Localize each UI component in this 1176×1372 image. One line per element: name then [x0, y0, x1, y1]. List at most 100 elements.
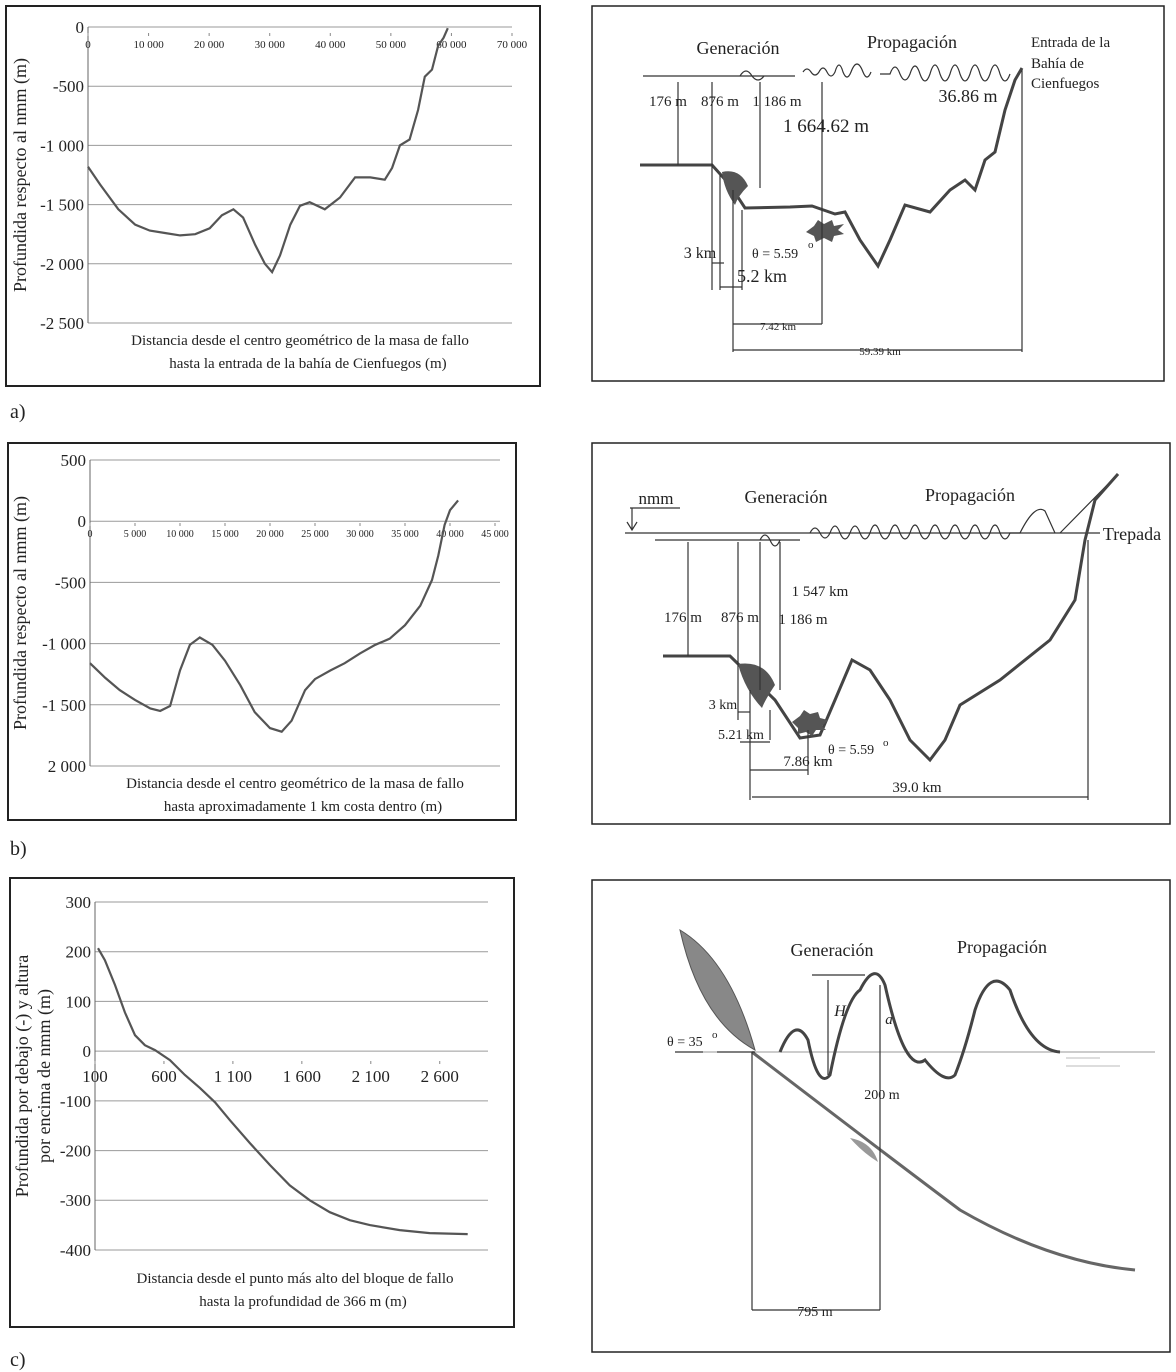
panel-label: a) — [10, 401, 26, 423]
diagram-label: Propagación — [867, 32, 957, 52]
slope-profile — [752, 1052, 1135, 1270]
y-tick-label: 200 — [66, 943, 92, 962]
y-tick-label: -300 — [60, 1191, 91, 1210]
y-axis-label: Profundida respecto al nmm (m) — [10, 58, 31, 292]
diagram-label: 36.86 m — [938, 86, 997, 106]
diagram-label: θ = 5.59 — [752, 247, 798, 262]
diagram-label: Cienfuegos — [1031, 76, 1099, 92]
y-axis-label: Profundida respecto al nmm (m) — [10, 496, 31, 730]
y-tick-label: 300 — [66, 893, 92, 912]
slide-mass — [738, 663, 775, 708]
body: 0 -500 -1 000 -1 500 -2 000 -2 500 0 10 000 20 0… — [0, 0, 1176, 1372]
y-tick-label: 2 000 — [48, 757, 86, 776]
x-tick-label: 2 100 — [352, 1067, 390, 1086]
diagram-label: o — [712, 1029, 718, 1041]
y-tick-label: -1 000 — [42, 635, 86, 654]
diagram-label: Generación — [697, 38, 780, 58]
x-tick-label: 40 000 — [315, 39, 346, 51]
slide-mass — [850, 1138, 878, 1162]
panel-label: c) — [10, 1349, 26, 1371]
x-tick-label: 10 000 — [133, 39, 164, 51]
x-tick-label: 45 000 — [481, 529, 509, 540]
diagram-label: 5.2 km — [737, 266, 787, 286]
y-tick-label: 100 — [66, 992, 92, 1011]
data-line — [98, 948, 468, 1234]
diagram-label: 176 m — [664, 610, 702, 626]
diagram-label: 39.0 km — [892, 780, 942, 796]
diagram-a: Generación Propagación Entrada de la Bah… — [592, 6, 1164, 381]
y-tick-label: -1 500 — [42, 696, 86, 715]
x-tick-label: 50 000 — [376, 39, 407, 51]
x-tick-label: 25 000 — [301, 529, 329, 540]
figure: 0 -500 -1 000 -1 500 -2 000 -2 500 0 10 000 20 0… — [0, 0, 1176, 1372]
x-tick-label: 0 — [85, 39, 91, 51]
nmm-marker — [627, 508, 680, 530]
x-axis-label: hasta la entrada de la bahía de Cienfueg… — [169, 356, 446, 372]
diagram-label: 3 km — [709, 698, 738, 713]
x-tick-label: 2 600 — [421, 1067, 459, 1086]
y-tick-label: -500 — [53, 77, 84, 96]
diagram-label: Generación — [745, 487, 828, 507]
y-tick-label: -200 — [60, 1142, 91, 1161]
x-tick-label: 1 600 — [283, 1067, 321, 1086]
diagram-label: 176 m — [649, 94, 687, 110]
y-tick-label: -2 000 — [40, 255, 84, 274]
diagram-label: 1 547 km — [792, 584, 849, 600]
x-tick-label: 20 000 — [256, 529, 284, 540]
x-tick-label: 0 — [88, 529, 93, 540]
diagram-label: 1 186 m — [752, 94, 802, 110]
diagram-label: Entrada de la — [1031, 35, 1110, 51]
wave — [780, 974, 1060, 1079]
y-tick-label: -400 — [60, 1241, 91, 1260]
x-tick-label: 40 000 — [436, 529, 464, 540]
diagram-frame — [592, 880, 1170, 1352]
page: Perfiles batimétricos y esquemas de desl… — [0, 0, 1176, 1372]
diagram-label: 7.86 km — [783, 754, 833, 770]
x-tick-label: 10 000 — [166, 529, 194, 540]
diagram-label: nmm — [639, 489, 674, 508]
y-tick-label: 0 — [78, 512, 87, 531]
x-tick-label: 15 000 — [211, 529, 239, 540]
x-axis-label: hasta aproximadamente 1 km costa dentro … — [164, 799, 442, 815]
y-tick-label: 0 — [76, 18, 85, 37]
diagram-label: θ = 35 — [667, 1035, 703, 1050]
diagram-label: 1 186 m — [778, 612, 828, 628]
y-tick-label: 0 — [83, 1042, 92, 1061]
diagram-label: Propagación — [957, 937, 1047, 957]
wave-train — [810, 474, 1118, 539]
charts: 0 -500 -1 000 -1 500 -2 000 -2 500 0 10 000 20 0… — [10, 18, 528, 1310]
slide-mass — [722, 171, 748, 205]
data-line — [88, 28, 448, 272]
diagram-label: H — [833, 1003, 847, 1020]
wave — [655, 535, 800, 546]
diagram-b: nmm Generación Propagación Trepada 1 547… — [592, 443, 1170, 824]
x-tick-label: 1 100 — [214, 1067, 252, 1086]
x-tick-label: 20 000 — [194, 39, 225, 51]
x-tick-label: 600 — [151, 1067, 177, 1086]
wave-train — [803, 64, 1010, 81]
diagram-label: o — [883, 737, 889, 749]
y-tick-label: -2 500 — [40, 314, 84, 333]
diagram-label: a — [885, 1012, 893, 1028]
diagram-label: θ = 5.59 — [828, 743, 874, 758]
x-tick-label: 30 000 — [255, 39, 286, 51]
y-axis-label: por encima de nmm (m) — [34, 989, 55, 1163]
diagram-label: Trepada — [1103, 524, 1161, 544]
y-tick-label: -100 — [60, 1092, 91, 1111]
x-axis-label: hasta la profundidad de 366 m (m) — [199, 1294, 406, 1310]
diagram-label: o — [808, 239, 814, 251]
diagram-label: Generación — [791, 940, 874, 960]
y-tick-label: -1 500 — [40, 196, 84, 215]
x-tick-label: 30 000 — [346, 529, 374, 540]
diagram-label: 1 664.62 m — [783, 116, 869, 137]
diagram-label: Bahía de — [1031, 56, 1084, 72]
x-axis-label: Distancia desde el centro geométrico de … — [131, 333, 469, 349]
x-tick-label: 35 000 — [391, 529, 419, 540]
diagram-label: 876 m — [721, 610, 759, 626]
diagram-frame — [592, 443, 1170, 824]
y-axis-label: Profundida por debajo (-) y altura — [12, 955, 33, 1197]
diagram-label: 59.39 km — [859, 346, 901, 358]
diagram-label: 7.42 km — [760, 321, 797, 333]
diagram-label: Propagación — [925, 485, 1015, 505]
y-tick-label: -1 000 — [40, 136, 84, 155]
